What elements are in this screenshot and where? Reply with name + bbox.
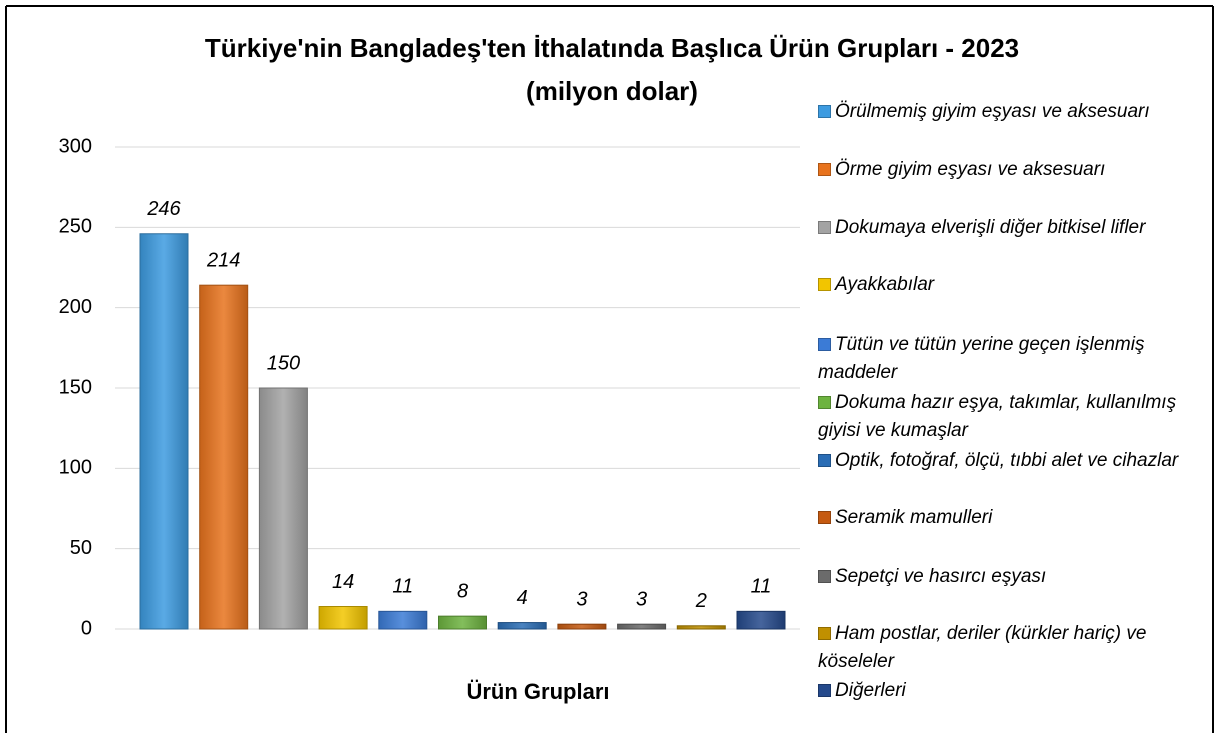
legend-swatch bbox=[818, 163, 831, 176]
legend-item: Diğerleri bbox=[818, 677, 1210, 705]
data-label: 11 bbox=[392, 576, 413, 598]
data-label: 3 bbox=[636, 588, 647, 610]
bar bbox=[438, 615, 487, 630]
bar bbox=[676, 625, 726, 630]
legend-item: Seramik mamulleri bbox=[818, 504, 1210, 532]
legend-swatch bbox=[818, 338, 831, 351]
legend-item: Dokuma hazır eşya, takımlar, kullanılmış… bbox=[818, 389, 1210, 445]
chart-title: Türkiye'nin Bangladeş'ten İthalatında Ba… bbox=[205, 33, 1019, 63]
legend-swatch bbox=[818, 396, 831, 409]
legend-swatch bbox=[818, 570, 831, 583]
data-label: 11 bbox=[751, 576, 772, 598]
x-axis-label: Ürün Grupları bbox=[466, 679, 609, 704]
data-label: 14 bbox=[332, 571, 354, 593]
bar bbox=[378, 610, 428, 630]
legend-swatch bbox=[818, 684, 831, 697]
legend-swatch bbox=[818, 454, 831, 467]
legend-label: Örme giyim eşyası ve aksesuarı bbox=[835, 159, 1106, 180]
data-label: 214 bbox=[206, 249, 240, 271]
legend-swatch bbox=[818, 105, 831, 118]
data-label: 246 bbox=[146, 198, 181, 220]
legend-label: Diğerleri bbox=[835, 680, 906, 701]
y-tick-label: 200 bbox=[59, 296, 92, 318]
data-label: 2 bbox=[695, 590, 707, 612]
bar bbox=[139, 233, 189, 630]
data-label: 3 bbox=[576, 588, 587, 610]
legend-item: Ayakkabılar bbox=[818, 271, 1210, 299]
data-label: 150 bbox=[267, 352, 300, 374]
chart-subtitle: (milyon dolar) bbox=[526, 76, 698, 106]
legend-swatch bbox=[818, 278, 831, 291]
legend-label: Optik, fotoğraf, ölçü, tıbbi alet ve cih… bbox=[835, 450, 1179, 471]
bar bbox=[258, 387, 308, 630]
bar bbox=[736, 610, 786, 630]
legend-label: Ayakkabılar bbox=[835, 274, 935, 295]
legend-item: Ham postlar, deriler (kürkler hariç) ve … bbox=[818, 620, 1210, 676]
data-label: 4 bbox=[517, 587, 528, 609]
legend-item: Örme giyim eşyası ve aksesuarı bbox=[818, 156, 1210, 184]
legend-item: Optik, fotoğraf, ölçü, tıbbi alet ve cih… bbox=[818, 447, 1210, 475]
bar bbox=[497, 622, 547, 630]
y-tick-label: 0 bbox=[81, 617, 92, 639]
legend-swatch bbox=[818, 511, 831, 524]
y-tick-label: 50 bbox=[70, 537, 92, 559]
bar bbox=[318, 606, 368, 630]
legend-swatch bbox=[818, 221, 831, 234]
bar bbox=[557, 623, 607, 630]
y-tick-label: 150 bbox=[59, 376, 92, 398]
data-label: 8 bbox=[457, 580, 468, 602]
y-tick-label: 100 bbox=[59, 457, 92, 479]
legend-label: Dokumaya elverişli diğer bitkisel lifler bbox=[835, 217, 1146, 238]
legend-item: Örülmemiş giyim eşyası ve aksesuarı bbox=[818, 98, 1210, 126]
legend-label: Sepetçi ve hasırcı eşyası bbox=[835, 566, 1047, 587]
legend-item: Sepetçi ve hasırcı eşyası bbox=[818, 563, 1210, 591]
legend-label: Örülmemiş giyim eşyası ve aksesuarı bbox=[835, 101, 1150, 122]
legend-label: Seramik mamulleri bbox=[835, 507, 993, 528]
legend-label: Dokuma hazır eşya, takımlar, kullanılmış… bbox=[818, 392, 1177, 441]
y-tick-label: 300 bbox=[59, 135, 92, 157]
legend-label: Tütün ve tütün yerine geçen işlenmiş mad… bbox=[818, 334, 1145, 383]
legend-item: Dokumaya elverişli diğer bitkisel lifler bbox=[818, 214, 1210, 242]
legend-label: Ham postlar, deriler (kürkler hariç) ve … bbox=[818, 623, 1147, 672]
legend-swatch bbox=[818, 627, 831, 640]
y-tick-label: 250 bbox=[59, 216, 92, 238]
legend-item: Tütün ve tütün yerine geçen işlenmiş mad… bbox=[818, 331, 1210, 387]
bar bbox=[199, 284, 249, 630]
bar bbox=[617, 623, 667, 630]
